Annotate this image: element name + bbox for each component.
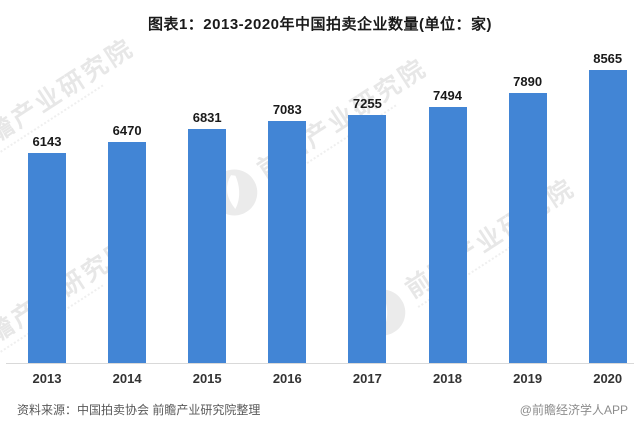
chart-title: 图表1：2013-2020年中国拍卖企业数量(单位：家): [147, 16, 493, 33]
bar-value-label: 6470: [112, 123, 142, 138]
bar-value-label: 8565: [593, 51, 623, 66]
x-axis-label: 2016: [272, 371, 302, 386]
source-text: 资料来源：中国拍卖协会 前瞻产业研究院整理: [17, 403, 261, 417]
x-axis-line: [6, 363, 634, 364]
bar-2017: [348, 115, 387, 363]
bar-value-label: 7890: [513, 74, 543, 89]
bar-2014: [108, 142, 147, 363]
x-axis-label: 2013: [32, 371, 62, 386]
x-axis-label: 2017: [352, 371, 382, 386]
bar-value-label: 6831: [192, 110, 222, 125]
bar-2019: [508, 93, 547, 363]
x-axis-label: 2015: [192, 371, 222, 386]
bar-value-label: 7494: [433, 88, 462, 103]
bar-2015: [188, 129, 227, 363]
bar-2018: [428, 107, 467, 363]
bar-value-label: 7255: [352, 96, 382, 111]
bar-value-label: 7083: [272, 102, 302, 117]
x-axis-label: 2020: [593, 371, 623, 386]
x-axis-label: 2018: [433, 371, 462, 386]
bar-value-label: 6143: [32, 134, 62, 149]
bar-2020: [588, 70, 627, 363]
x-axis-label: 2014: [112, 371, 142, 386]
bar-2016: [268, 121, 307, 363]
credit-text: @前瞻经济学人APP: [519, 403, 628, 417]
bar-2013: [28, 153, 66, 363]
x-axis-label: 2019: [513, 371, 543, 386]
